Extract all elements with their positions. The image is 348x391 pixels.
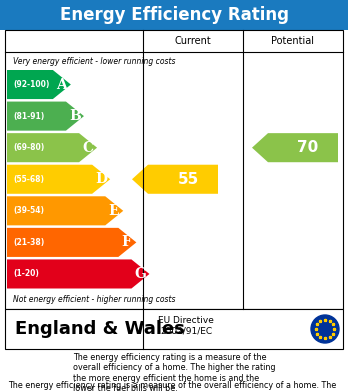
Polygon shape [7, 260, 149, 289]
Text: England & Wales: England & Wales [15, 320, 185, 338]
Text: Very energy efficient - lower running costs: Very energy efficient - lower running co… [13, 57, 175, 66]
FancyBboxPatch shape [0, 0, 348, 30]
Text: Energy Efficiency Rating: Energy Efficiency Rating [60, 6, 288, 24]
Circle shape [311, 315, 339, 343]
FancyBboxPatch shape [5, 309, 343, 349]
Polygon shape [7, 165, 110, 194]
Text: F: F [121, 235, 131, 249]
Text: 55: 55 [177, 172, 199, 187]
Text: EU Directive
2002/91/EC: EU Directive 2002/91/EC [158, 316, 214, 336]
Text: A: A [56, 77, 66, 91]
Text: E: E [108, 204, 119, 218]
Polygon shape [132, 165, 218, 194]
Text: Not energy efficient - higher running costs: Not energy efficient - higher running co… [13, 296, 175, 305]
Polygon shape [252, 133, 338, 162]
Text: (21-38): (21-38) [13, 238, 44, 247]
Text: (81-91): (81-91) [13, 111, 44, 120]
Text: (92-100): (92-100) [13, 80, 49, 89]
Text: 70: 70 [298, 140, 319, 155]
Text: (55-68): (55-68) [13, 175, 44, 184]
Polygon shape [7, 228, 136, 257]
Polygon shape [7, 70, 71, 99]
Text: B: B [69, 109, 81, 123]
Text: D: D [95, 172, 107, 186]
Text: (1-20): (1-20) [13, 269, 39, 278]
Text: (69-80): (69-80) [13, 143, 44, 152]
Text: The energy efficiency rating is a measure of the overall efficiency of a home. T: The energy efficiency rating is a measur… [8, 381, 340, 391]
Text: The energy efficiency rating is a measure of the
overall efficiency of a home. T: The energy efficiency rating is a measur… [73, 353, 275, 391]
Polygon shape [7, 196, 123, 225]
Text: Potential: Potential [271, 36, 315, 46]
Text: (39-54): (39-54) [13, 206, 44, 215]
FancyBboxPatch shape [5, 30, 343, 309]
Text: C: C [82, 141, 93, 155]
Text: G: G [134, 267, 146, 281]
Polygon shape [7, 102, 84, 131]
Text: Current: Current [175, 36, 211, 46]
Polygon shape [7, 133, 97, 162]
